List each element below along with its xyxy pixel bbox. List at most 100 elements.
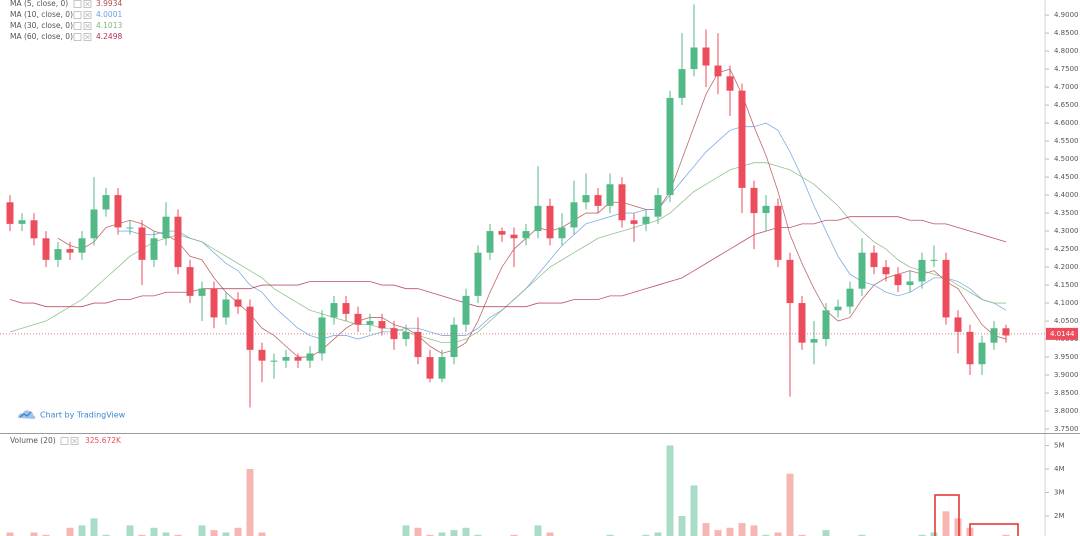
candle-body (474, 252, 482, 296)
legend-icon[interactable] (83, 11, 92, 19)
volume-bar (198, 525, 206, 536)
volume-bar (66, 527, 74, 536)
volume-bar (474, 534, 482, 536)
candle-body (522, 231, 530, 239)
candle-body (414, 331, 422, 358)
candle-body (570, 202, 578, 228)
candle-body (66, 249, 74, 253)
candle-body (210, 288, 218, 318)
volume-tick-label: 5M (1054, 441, 1065, 449)
legend-icon[interactable] (73, 33, 82, 41)
candle-body (438, 357, 446, 379)
y-tick-label: 4.4000 (1054, 191, 1079, 199)
y-tick-label: 4.7500 (1054, 65, 1079, 73)
candle-body (258, 349, 266, 361)
watermark-logo (18, 410, 36, 419)
y-tick-label: 4.2000 (1054, 263, 1079, 271)
y-tick-label: 3.8000 (1054, 407, 1079, 415)
candle-body (990, 328, 998, 343)
candle-body (6, 202, 14, 224)
legend-layer: MA (5, close, 0) 3.9934 MA (10, close, 0) 4… (10, 0, 122, 445)
volume-bar (1002, 534, 1010, 536)
candle-body (366, 321, 374, 325)
y-tick-label: 4.8500 (1054, 29, 1079, 37)
y-tick-label: 4.5000 (1054, 155, 1079, 163)
annotation-box (969, 523, 1019, 536)
volume-bar (666, 445, 674, 536)
last-price-box (1046, 327, 1078, 340)
volume-bar (462, 527, 470, 536)
volume-bar (774, 532, 782, 536)
candle-layer (6, 4, 1010, 408)
candle-body (78, 238, 86, 253)
ma-line (9, 216, 1007, 308)
y-tick-label: 3.8500 (1054, 389, 1079, 397)
candle-body (906, 281, 914, 286)
volume-bar (654, 532, 662, 536)
axis-layer: 3.75003.80003.85003.90003.95004.00004.05… (0, 11, 1079, 520)
candle-body (690, 47, 698, 70)
candle-body (726, 76, 734, 91)
candle-body (318, 317, 326, 354)
candle-body (222, 299, 230, 318)
ma-line (57, 68, 1007, 358)
legend-icon[interactable] (83, 33, 92, 41)
candle-body (294, 357, 302, 361)
candle-body (666, 97, 674, 196)
volume-bar (150, 527, 158, 536)
volume-tick-label: 3M (1054, 488, 1065, 496)
volume-bar (726, 527, 734, 536)
candle-body (630, 220, 638, 224)
y-tick-label: 4.0500 (1054, 317, 1079, 325)
legend-icon[interactable] (60, 437, 69, 445)
volume-legend-name: Volume (20) (10, 436, 56, 445)
volume-bar (738, 523, 746, 536)
candle-body (966, 331, 974, 365)
ma-legend-name: MA (5, close, 0) (10, 0, 68, 8)
ma-legend-value: 3.9934 (96, 0, 122, 8)
candle-body (606, 184, 614, 206)
volume-bar (546, 532, 554, 536)
volume-bar (942, 511, 950, 536)
volume-bar (162, 532, 170, 536)
y-tick-label: 4.4500 (1054, 173, 1079, 181)
candle-body (870, 252, 878, 268)
volume-bar (438, 532, 446, 536)
legend-icon[interactable] (83, 22, 92, 30)
legend-icon[interactable] (73, 22, 82, 30)
legend-icon[interactable] (73, 0, 82, 8)
y-tick-label: 4.2500 (1054, 245, 1079, 253)
candle-body (942, 259, 950, 318)
volume-bar (414, 527, 422, 536)
y-tick-label: 4.1000 (1054, 299, 1079, 307)
y-tick-label: 3.7500 (1054, 425, 1079, 433)
volume-bar (750, 525, 758, 536)
candle-body (174, 216, 182, 268)
candle-body (642, 216, 650, 224)
candle-body (738, 90, 746, 188)
candle-body (450, 324, 458, 358)
candle-body (330, 303, 338, 318)
candle-body (486, 231, 494, 253)
volume-bar (126, 525, 134, 536)
legend-icon-mark (85, 12, 90, 18)
legend-icon[interactable] (73, 11, 82, 19)
volume-layer (6, 445, 1010, 536)
candle-body (138, 227, 146, 260)
volume-bar (90, 518, 98, 536)
volume-bar (762, 534, 770, 536)
volume-bar (78, 525, 86, 536)
legend-icon[interactable] (70, 437, 79, 445)
candle-body (30, 220, 38, 239)
last-price-label: 4.0144 (1050, 330, 1075, 338)
legend-icon[interactable] (83, 0, 92, 8)
legend-icon-mark (85, 34, 90, 40)
volume-bar (174, 534, 182, 536)
candle-body (918, 259, 926, 282)
volume-bar (222, 532, 230, 536)
candle-body (342, 303, 350, 314)
legend-icon-mark (85, 23, 90, 29)
